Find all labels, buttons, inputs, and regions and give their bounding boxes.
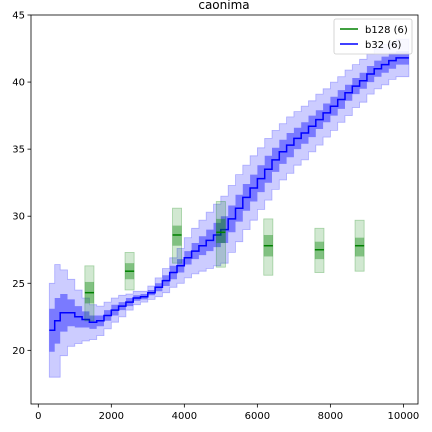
- legend-frame: [333, 18, 413, 55]
- legend-label-b32: b32 (6): [365, 40, 402, 51]
- b128-point-3: [172, 207, 183, 264]
- legend-label-b128: b128 (6): [365, 25, 408, 36]
- x-tick-label: 4000: [172, 411, 197, 422]
- y-tick-label: 20: [12, 346, 25, 357]
- b128-point-1: [84, 265, 95, 322]
- y-tick-label: 25: [12, 279, 25, 290]
- b128-outer-box: [215, 201, 226, 268]
- y-tick-label: 45: [12, 11, 25, 22]
- plot-frame: [30, 14, 419, 405]
- x-tick-label: 2000: [99, 411, 124, 422]
- b32-inner-band: [49, 51, 409, 352]
- legend: b128 (6) b32 (6): [333, 18, 413, 55]
- b32-outer-band: [48, 38, 410, 378]
- x-tick-label: 8000: [318, 411, 343, 422]
- axes: 0 2000 4000 6000 8000 10000 20 25 30 35 40 45: [12, 11, 419, 423]
- b32-line: [49, 57, 409, 331]
- b128-outer-box: [263, 218, 274, 276]
- x-tick-label: 0: [35, 411, 41, 422]
- y-tick-label: 35: [12, 145, 25, 156]
- b128-point-7: [354, 219, 365, 272]
- b128-inner-box: [216, 218, 226, 244]
- x-tick-label: 6000: [245, 411, 270, 422]
- b128-inner-box: [355, 237, 365, 257]
- y-tick-label: 40: [12, 78, 25, 89]
- b128-point-6: [314, 227, 325, 273]
- b128-point-4: [215, 201, 226, 268]
- b128-point-2: [124, 252, 135, 291]
- plot-area: [48, 38, 410, 378]
- chart-title: caonima: [198, 0, 249, 12]
- b128-point-5: [263, 218, 274, 276]
- x-tick-label: 10000: [387, 411, 419, 422]
- y-tick-label: 30: [12, 212, 25, 223]
